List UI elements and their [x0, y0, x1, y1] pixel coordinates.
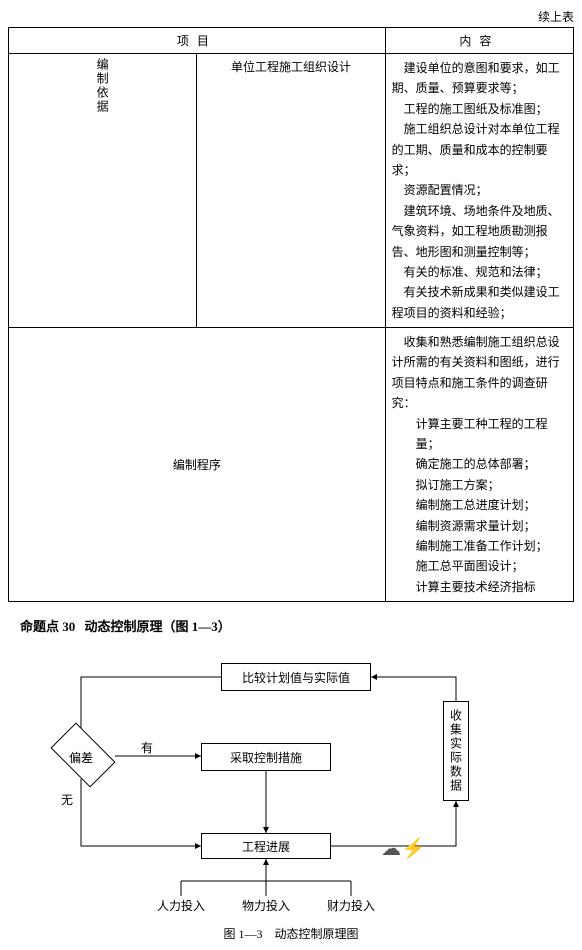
row2-list: 计算主要工种工程的工程量； 确定施工的总体部署； 拟订施工方案； 编制施工总进度… — [392, 414, 567, 598]
group-label-cell: 编制依据 — [9, 54, 197, 328]
row1-label: 单位工程施工组织设计 — [197, 54, 385, 328]
node-deviation-label: 偏差 — [69, 749, 93, 766]
node-collect: 收集实际数据 — [443, 701, 469, 801]
input-label-3: 财力投入 — [327, 897, 375, 914]
list-item: 编制资源需求量计划； — [392, 516, 567, 536]
row2-lead: 收集和熟悉编制施工组织总设计所需的有关资料和图纸，进行项目特点和施工条件的调查研… — [392, 332, 567, 414]
section-title: 命题点 30 动态控制原理（图 1—3） — [20, 616, 574, 635]
list-item: 确定施工的总体部署； — [392, 454, 567, 474]
section-name: 动态控制原理（图 1—3） — [85, 619, 231, 634]
continuation-note: 续上表 — [8, 8, 574, 25]
section-prefix: 命题点 30 — [20, 619, 75, 634]
list-item: 有关的标准、规范和法律； — [392, 262, 567, 282]
list-item: 有关技术新成果和类似建设工程项目的资料和经验； — [392, 282, 567, 323]
row1-list: 建设单位的意图和要求，如工期、质量、预算要求等； 工程的施工图纸及标准图； 施工… — [392, 58, 567, 323]
list-item: 编制施工总进度计划； — [392, 495, 567, 515]
list-item: 建设单位的意图和要求，如工期、质量、预算要求等； — [392, 58, 567, 99]
input-label-1: 人力投入 — [157, 897, 205, 914]
col-header-content: 内容 — [385, 28, 573, 54]
input-label-2: 物力投入 — [242, 897, 290, 914]
main-table: 项目 内容 编制依据 单位工程施工组织设计 建设单位的意图和要求，如工期、质量、… — [8, 27, 574, 602]
row1-content: 建设单位的意图和要求，如工期、质量、预算要求等； 工程的施工图纸及标准图； 施工… — [385, 54, 573, 328]
list-item: 施工组织总设计对本单位工程的工期、质量和成本的控制要求； — [392, 119, 567, 180]
node-action: 采取控制措施 — [201, 743, 331, 771]
list-item: 资源配置情况； — [392, 180, 567, 200]
node-compare: 比较计划值与实际值 — [221, 663, 371, 691]
label-yes: 有 — [141, 739, 153, 756]
label-no: 无 — [61, 791, 73, 808]
list-item: 施工总平面图设计； — [392, 556, 567, 576]
flowchart: 比较计划值与实际值 偏差 有 无 采取控制措施 工程进展 收集实际数据 ☁︎⚡ … — [11, 641, 571, 921]
list-item: 建筑环境、场地条件及地质、气象资料，如工程地质勘测报告、地形图和测量控制等； — [392, 201, 567, 262]
group-label: 编制依据 — [94, 58, 111, 114]
list-item: 计算主要技术经济指标 — [392, 577, 567, 597]
list-item: 编制施工准备工作计划； — [392, 536, 567, 556]
list-item: 拟订施工方案； — [392, 475, 567, 495]
cloud-icon: ☁︎⚡ — [381, 836, 426, 861]
list-item: 工程的施工图纸及标准图； — [392, 99, 567, 119]
list-item: 计算主要工种工程的工程量； — [392, 414, 567, 455]
row2-content: 收集和熟悉编制施工组织总设计所需的有关资料和图纸，进行项目特点和施工条件的调查研… — [385, 328, 573, 602]
figure-caption: 图 1—3 动态控制原理图 — [8, 925, 574, 942]
row2-label: 编制程序 — [9, 328, 386, 602]
col-header-project: 项目 — [9, 28, 386, 54]
node-progress: 工程进展 — [201, 833, 331, 859]
